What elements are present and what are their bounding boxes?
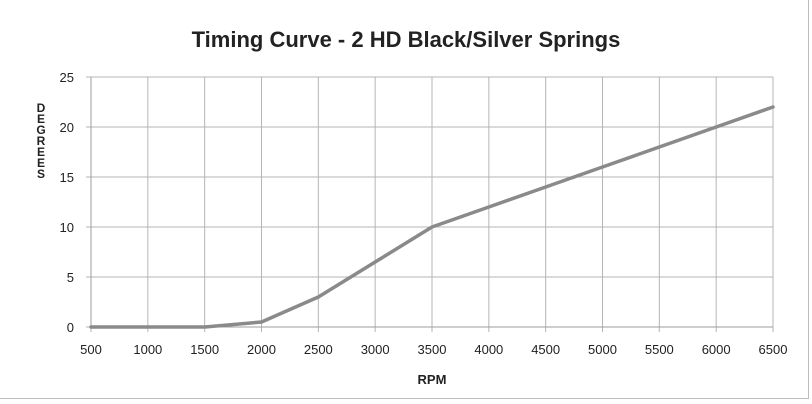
y-axis-title-letter: E	[37, 112, 45, 126]
x-tick-label: 5500	[645, 342, 674, 357]
x-tick-label: 2000	[247, 342, 276, 357]
y-tick-label: 15	[60, 170, 74, 185]
x-tick-label: 4500	[531, 342, 560, 357]
chart-title: Timing Curve - 2 HD Black/Silver Springs	[192, 27, 621, 52]
grid-layer	[90, 76, 774, 328]
x-tick-label: 6500	[759, 342, 788, 357]
y-tick-label: 0	[67, 320, 74, 335]
timing-curve-line	[89, 105, 775, 329]
y-axis-title-letter: D	[37, 101, 46, 115]
y-axis-title-letter: E	[37, 145, 45, 159]
series-layer	[89, 105, 775, 329]
x-tick-label: 1000	[133, 342, 162, 357]
x-tick-label: 4000	[474, 342, 503, 357]
y-axis-title-letter: S	[37, 167, 45, 181]
y-axis-title-letter: G	[36, 123, 45, 137]
y-tick-label: 5	[67, 270, 74, 285]
x-tick-label: 1500	[190, 342, 219, 357]
y-axis-title-letter: R	[37, 134, 46, 148]
x-tick-label: 500	[80, 342, 102, 357]
x-tick-label: 6000	[702, 342, 731, 357]
x-tick-label: 3000	[361, 342, 390, 357]
x-axis-title: RPM	[418, 372, 447, 387]
x-tick-label: 3500	[418, 342, 447, 357]
y-tick-label: 10	[60, 220, 74, 235]
x-tick-label: 5000	[588, 342, 617, 357]
x-tick-label: 2500	[304, 342, 333, 357]
y-tick-label: 25	[60, 70, 74, 85]
y-axis-title-letter: E	[37, 156, 45, 170]
y-tick-label: 20	[60, 120, 74, 135]
